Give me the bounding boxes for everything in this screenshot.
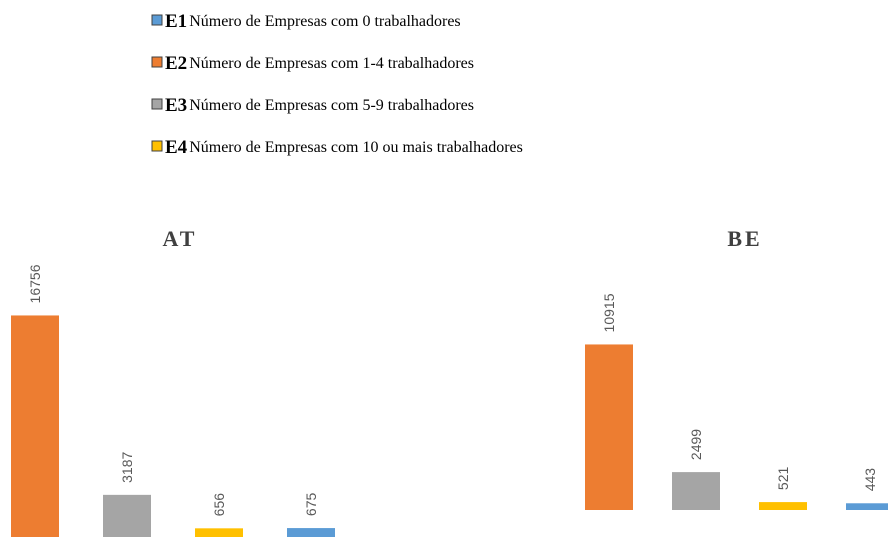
legend-label: Número de Empresas com 5-9 trabalhadores — [189, 97, 474, 114]
legend-swatch — [151, 98, 163, 110]
bar — [846, 503, 888, 510]
value-label: 3187 — [119, 452, 135, 483]
legend-code: E3 — [165, 95, 187, 116]
value-label: 2499 — [688, 429, 704, 460]
value-label: 521 — [775, 467, 791, 491]
legend-label: Número de Empresas com 1-4 trabalhadores — [189, 55, 474, 72]
value-label: 656 — [211, 493, 227, 517]
value-label: 16756 — [27, 264, 43, 303]
bar — [759, 502, 807, 510]
value-label: 443 — [862, 468, 878, 492]
legend-swatch — [151, 140, 163, 152]
legend-code: E1 — [165, 11, 187, 32]
bar — [103, 494, 151, 537]
bar — [672, 472, 720, 510]
bar — [11, 315, 59, 537]
legend-label: Número de Empresas com 10 ou mais trabal… — [189, 139, 523, 156]
legend-swatch — [151, 14, 163, 26]
legend-code: E2 — [165, 53, 187, 74]
bar — [287, 528, 335, 537]
legend-swatch — [151, 56, 163, 68]
chart-title: AT — [163, 226, 198, 251]
legend-code: E4 — [165, 137, 188, 158]
legend-label: Número de Empresas com 0 trabalhadores — [189, 13, 460, 30]
value-label: 675 — [303, 493, 319, 517]
bar — [585, 344, 633, 510]
value-label: 10915 — [601, 293, 617, 332]
bar — [195, 528, 243, 537]
chart-title: BE — [727, 226, 762, 251]
